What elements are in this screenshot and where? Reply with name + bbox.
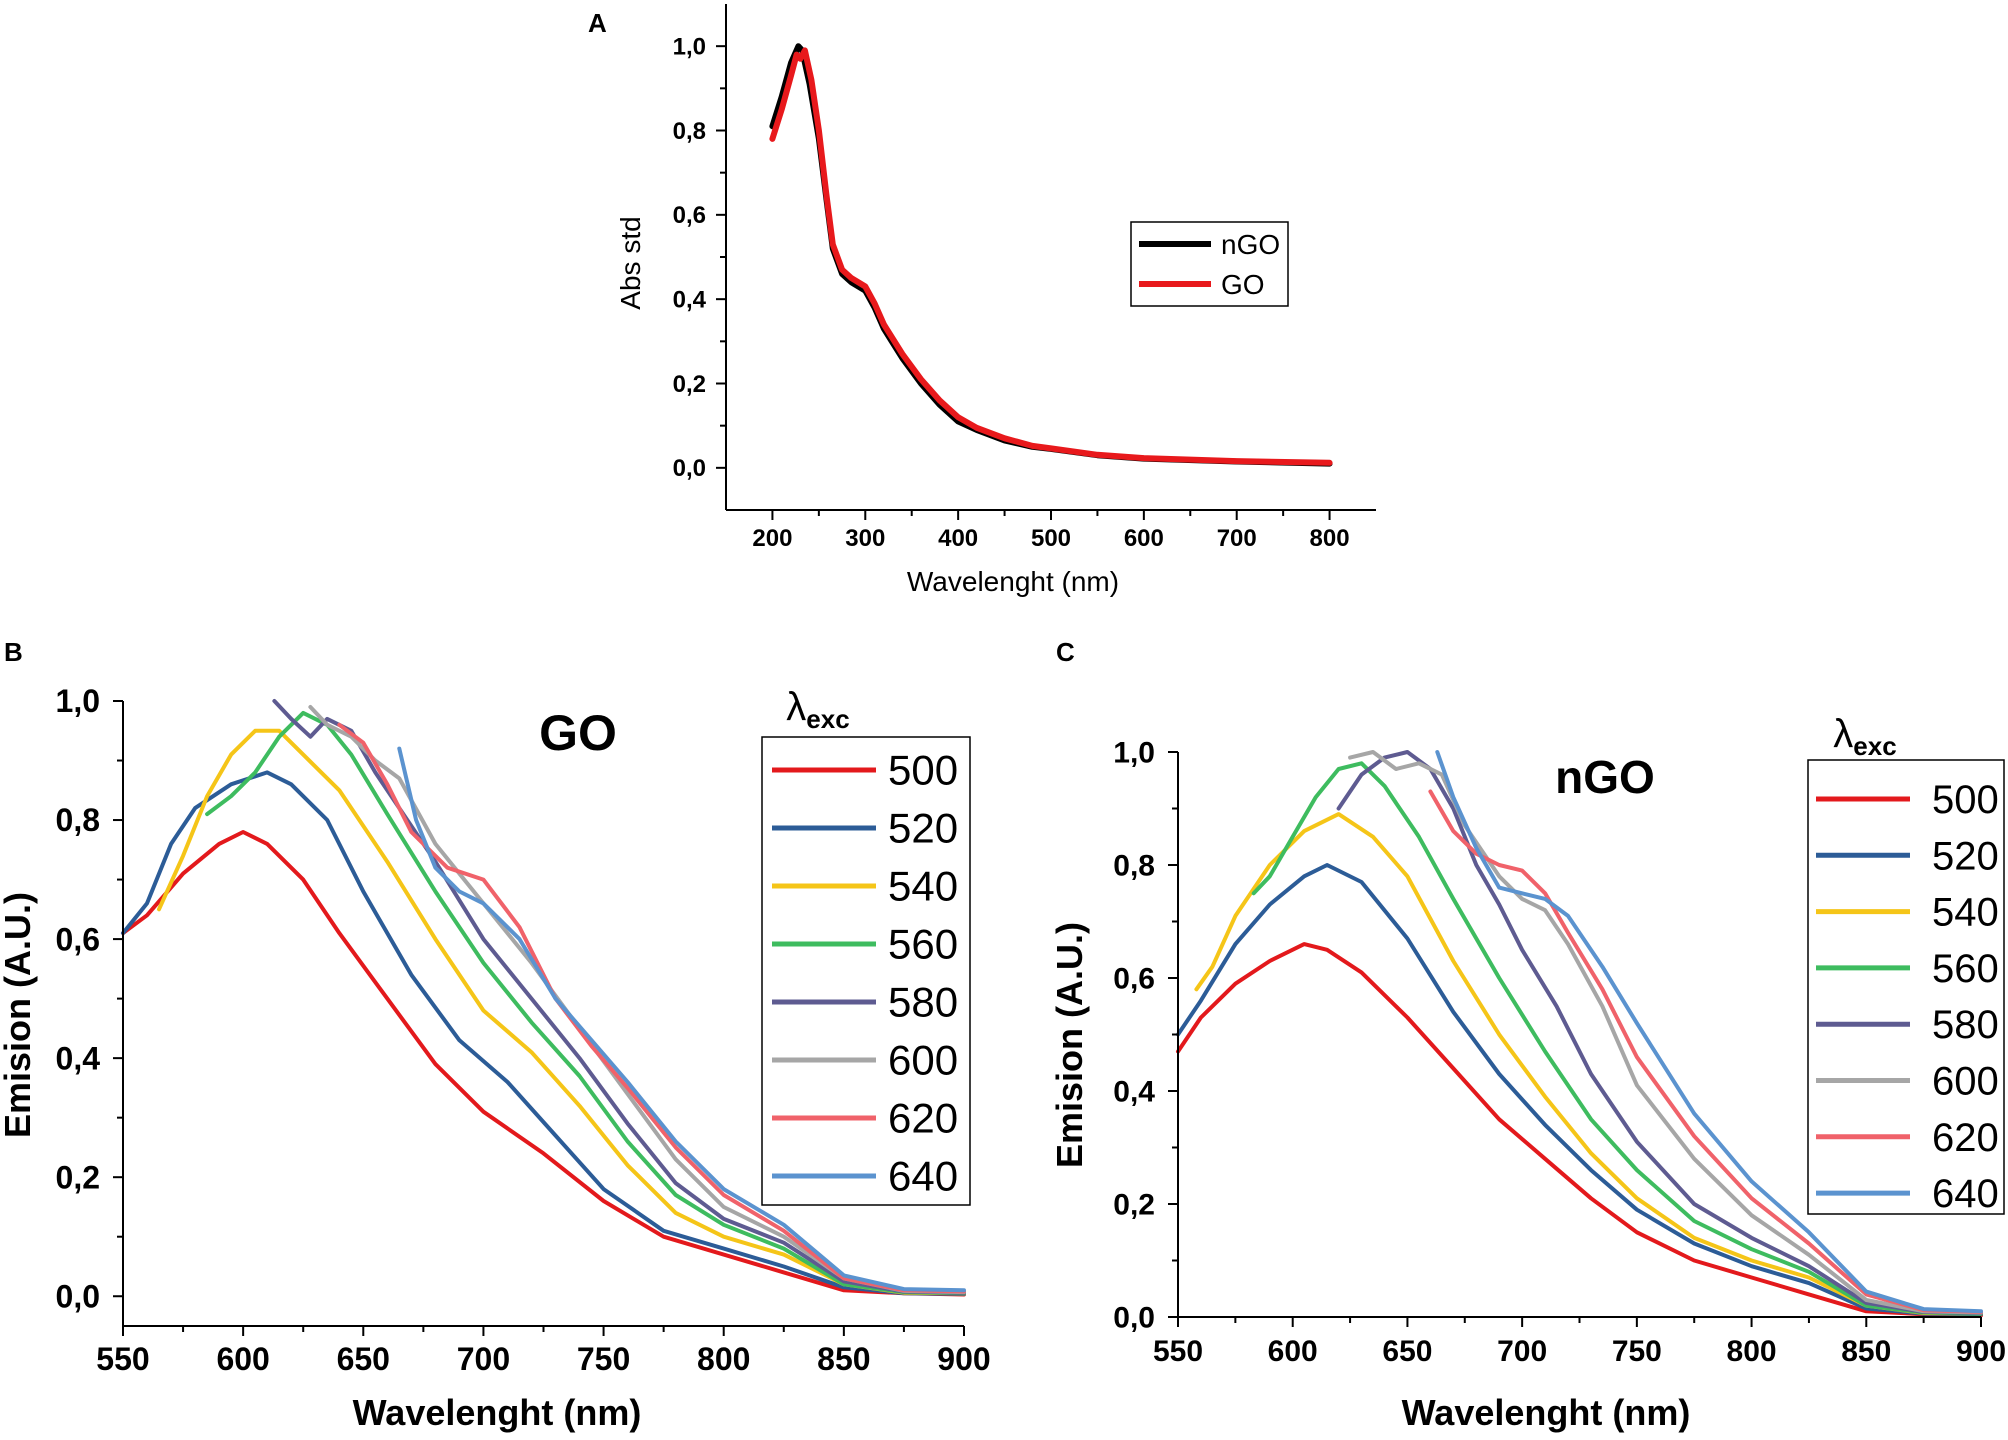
panel-c-y-label: Emision (A.U.) — [1049, 922, 1090, 1168]
panel-b-x-tick-label: 650 — [337, 1341, 390, 1377]
panel-a-x-tick-label: 400 — [938, 525, 978, 552]
panel-b-series-560 — [205, 710, 966, 1296]
panel-b-series-500 — [121, 830, 966, 1297]
panel-b-letter: B — [4, 637, 23, 667]
panel-b-series-540 — [157, 728, 966, 1296]
panel-c-series-600 — [1348, 750, 1983, 1315]
panel-b-legend-label-520: 520 — [888, 805, 958, 852]
panel-b-x-tick-label: 750 — [577, 1341, 630, 1377]
panel-c-x-tick-label: 750 — [1612, 1335, 1662, 1368]
panel-a-legend-label-nGO: nGO — [1221, 229, 1280, 260]
panel-a-letter: A — [588, 8, 607, 38]
panel-b-y-tick-label: 0,8 — [56, 802, 100, 838]
panel-c-y-tick-label: 0,8 — [1113, 850, 1155, 883]
panel-a-y-tick-label: 0,6 — [673, 202, 706, 229]
panel-c-series-520 — [1176, 863, 1983, 1317]
panel-a-x-tick-label: 700 — [1217, 525, 1257, 552]
panel-a-x-tick-label: 200 — [752, 525, 792, 552]
panel-c-legend-label-620: 620 — [1932, 1116, 1999, 1160]
panel-c-legend-label-540: 540 — [1932, 891, 1999, 935]
panel-c-legend-label-500: 500 — [1932, 778, 1999, 822]
panel-a-legend: nGO GO — [1130, 221, 1289, 307]
panel-a-x-tick-label: 500 — [1031, 525, 1071, 552]
panel-b-legend-label-500: 500 — [888, 747, 958, 794]
panel-b-x-tick-label: 800 — [697, 1341, 750, 1377]
panel-b-y-tick-label: 1,0 — [56, 683, 100, 719]
panel-b-legend-label-580: 580 — [888, 979, 958, 1026]
panel-c: C nGO 550 600 650 700 750 800 850 900 0,0 0,2 0,4 0… — [1049, 637, 2006, 1433]
panel-a-y-tick-label: 1,0 — [673, 34, 706, 61]
panel-c-x-tick-label: 650 — [1382, 1335, 1432, 1368]
panel-c-legend-label-580: 580 — [1932, 1003, 1999, 1047]
panel-c-series-580 — [1336, 750, 1983, 1315]
panel-b-y-label: Emision (A.U.) — [0, 892, 38, 1138]
panel-c-x-tick-label: 700 — [1497, 1335, 1547, 1368]
panel-c-series-540 — [1194, 812, 1983, 1316]
panel-b-y-tick-label: 0,0 — [56, 1278, 100, 1314]
panel-a-x-tick-label: 600 — [1124, 525, 1164, 552]
panel-c-x-tick-label: 850 — [1841, 1335, 1891, 1368]
panel-c-legend: λexc 500 520 540 560 580 600 620 640 — [1807, 712, 2005, 1216]
panel-c-y-tick-label: 0,0 — [1113, 1302, 1155, 1335]
panel-c-x-tick-label: 800 — [1727, 1335, 1777, 1368]
panel-c-series-640 — [1435, 750, 1983, 1314]
panel-b-y-tick-label: 0,2 — [56, 1159, 100, 1195]
panel-b-x-tick-label: 600 — [216, 1341, 269, 1377]
panel-c-legend-title-lambda: λ — [1833, 712, 1853, 756]
panel-b-y-tick-label: 0,6 — [56, 921, 100, 957]
panel-a-x-label: Wavelenght (nm) — [907, 566, 1119, 597]
panel-a-x-tick-label: 300 — [845, 525, 885, 552]
panel-a-x-tick-label: 800 — [1310, 525, 1350, 552]
panel-b-legend-label-640: 640 — [888, 1153, 958, 1200]
panel-b-x-label: Wavelenght (nm) — [353, 1392, 642, 1433]
panel-a-y-label: Abs std — [615, 216, 646, 309]
panel-b-x-tick-label: 700 — [457, 1341, 510, 1377]
panel-b-legend-title-sub: exc — [806, 704, 849, 734]
panel-a-y-tick-label: 0,0 — [673, 455, 706, 482]
panel-c-y-tick-label: 1,0 — [1113, 737, 1155, 770]
panel-b-legend-box — [761, 736, 971, 1206]
panel-b-x-tick-label: 900 — [937, 1341, 990, 1377]
panel-b-series-640 — [397, 746, 966, 1293]
panel-a-legend-box — [1130, 221, 1289, 307]
panel-c-x-tick-label: 550 — [1153, 1335, 1203, 1368]
panel-b-legend-title-lambda: λ — [786, 685, 806, 729]
panel-a: A 200 300 400 500 600 700 800 0,0 0,2 0,4 0,6 0,8 1,… — [588, 4, 1376, 597]
panel-c-legend-label-520: 520 — [1932, 834, 1999, 878]
panel-c-legend-title: λexc — [1833, 712, 1896, 761]
panel-b-legend-label-540: 540 — [888, 863, 958, 910]
panel-a-y-tick-label: 0,2 — [673, 371, 706, 398]
panel-c-legend-title-sub: exc — [1853, 731, 1896, 761]
panel-a-series-GO — [769, 47, 1333, 466]
panel-c-x-tick-label: 600 — [1268, 1335, 1318, 1368]
panel-c-series-500 — [1176, 942, 1983, 1318]
panel-c-x-tick-label: 900 — [1956, 1335, 2006, 1368]
panel-a-y-tick-label: 0,4 — [673, 287, 707, 314]
panel-b-x-tick-label: 850 — [817, 1341, 870, 1377]
panel-c-y-tick-label: 0,4 — [1113, 1076, 1155, 1109]
panel-b-legend-label-560: 560 — [888, 921, 958, 968]
panel-b-legend-label-600: 600 — [888, 1037, 958, 1084]
panel-b-legend: λexc 500 520 540 560 580 600 620 640 — [761, 685, 971, 1206]
panel-b: B GO 550 600 650 700 750 800 850 900 0,0 0,2 0,4 0,… — [0, 637, 991, 1433]
panel-c-series-560 — [1251, 761, 1983, 1316]
panel-a-legend-label-GO: GO — [1221, 269, 1265, 300]
panel-c-legend-label-600: 600 — [1932, 1060, 1999, 1104]
panel-c-y-tick-label: 0,6 — [1113, 963, 1155, 996]
panel-a-y-tick-label: 0,8 — [673, 118, 706, 145]
panel-b-legend-label-620: 620 — [888, 1095, 958, 1142]
panel-c-y-tick-label: 0,2 — [1113, 1189, 1155, 1222]
panel-c-letter: C — [1056, 637, 1075, 667]
panel-b-title: GO — [539, 705, 617, 761]
panel-b-legend-title: λexc — [786, 685, 849, 734]
panel-b-x-tick-label: 550 — [96, 1341, 149, 1377]
panel-b-series-520 — [121, 770, 966, 1296]
panel-b-y-tick-label: 0,4 — [56, 1040, 101, 1076]
panel-c-legend-label-560: 560 — [1932, 947, 1999, 991]
panel-c-x-label: Wavelenght (nm) — [1402, 1392, 1691, 1433]
panel-c-legend-label-640: 640 — [1932, 1172, 1999, 1216]
panel-c-title: nGO — [1555, 751, 1655, 803]
